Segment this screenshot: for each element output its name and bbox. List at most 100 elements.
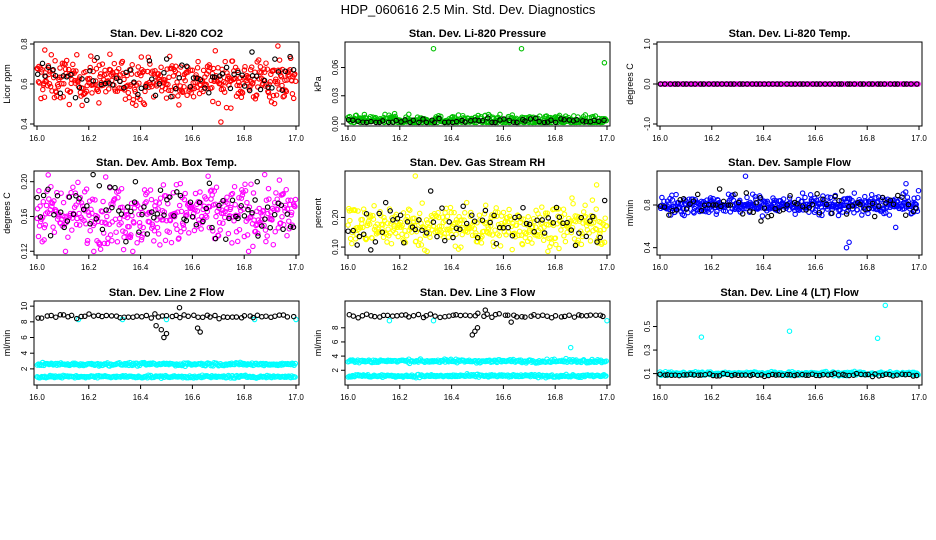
data-point (271, 100, 278, 107)
data-point (461, 217, 467, 223)
data-point (389, 313, 396, 319)
data-series (345, 355, 610, 367)
data-point (753, 199, 760, 206)
data-point (47, 232, 54, 239)
data-point (241, 213, 248, 219)
data-point (360, 206, 367, 212)
data-point (263, 313, 269, 319)
data-point (271, 211, 278, 218)
data-point (77, 194, 84, 201)
data-point (791, 372, 798, 379)
plot-frame (344, 41, 611, 127)
data-point (232, 201, 238, 208)
data-point (601, 60, 608, 66)
chart-panel: Stan. Dev. Gas Stream RH percent 16.0 16.2 1… (313, 157, 615, 272)
data-point (244, 79, 251, 86)
data-point (157, 242, 163, 248)
data-point (187, 83, 194, 90)
data-point (36, 188, 42, 194)
data-point (51, 212, 57, 218)
data-point (176, 75, 182, 81)
data-point (127, 67, 134, 73)
data-point (382, 199, 389, 206)
data-point (140, 224, 146, 231)
data-series (34, 316, 299, 381)
data-point (176, 102, 182, 108)
data-point (126, 223, 132, 230)
data-point (108, 313, 115, 319)
data-point (65, 234, 71, 240)
y-tick-label: 0.6 (20, 78, 29, 90)
data-point (148, 196, 155, 203)
data-point (558, 227, 564, 233)
data-point (355, 315, 361, 321)
data-point (697, 81, 704, 87)
data-point (65, 66, 72, 73)
data-point (267, 224, 273, 231)
data-point (105, 86, 112, 92)
data-point (506, 213, 513, 220)
data-point (479, 117, 486, 124)
data-point (778, 81, 784, 87)
data-point (400, 210, 407, 216)
data-point (149, 209, 155, 215)
data-point (87, 64, 93, 71)
data-point (138, 237, 145, 243)
data-point (90, 78, 96, 84)
plot-frame (33, 300, 300, 386)
data-point (212, 235, 219, 242)
x-tick-label: 16.6 (185, 393, 201, 402)
data-point (73, 221, 80, 228)
data-point (666, 212, 672, 218)
data-point (168, 93, 174, 100)
data-point (814, 191, 820, 197)
data-point (810, 198, 817, 204)
data-point (447, 204, 454, 211)
data-point (39, 67, 45, 73)
y-tick-label: 0.3 (643, 344, 652, 356)
data-point (239, 72, 245, 79)
data-point (472, 328, 478, 335)
data-point (289, 373, 295, 379)
data-point (245, 206, 251, 213)
data-point (899, 194, 905, 200)
data-point (553, 241, 559, 248)
data-point (915, 187, 922, 194)
data-point (261, 171, 268, 178)
data-point (474, 234, 481, 241)
data-point (260, 207, 267, 214)
data-point (223, 104, 230, 111)
data-point (401, 240, 407, 246)
data-point (248, 64, 255, 70)
data-point (186, 230, 192, 236)
data-point (40, 86, 46, 93)
data-point (111, 196, 118, 202)
data-point (355, 208, 361, 214)
data-point (60, 94, 66, 100)
data-point (137, 96, 143, 103)
data-point (574, 117, 580, 123)
data-point (40, 192, 47, 199)
data-point (128, 232, 134, 238)
data-point (103, 71, 109, 77)
data-point (161, 334, 167, 341)
data-point (882, 302, 889, 309)
x-tick-label: 16.0 (29, 263, 45, 272)
data-series (345, 188, 608, 253)
data-point (286, 218, 292, 224)
x-tick-label: 16.6 (185, 263, 201, 272)
data-point (758, 218, 764, 224)
data-point (387, 208, 393, 214)
data-point (680, 196, 687, 202)
data-point (825, 372, 831, 378)
data-point (457, 226, 463, 233)
data-point (87, 227, 93, 234)
data-point (601, 239, 608, 246)
data-point (72, 190, 79, 196)
data-point (134, 313, 140, 319)
data-point (883, 200, 889, 206)
data-point (509, 232, 516, 239)
data-point (48, 312, 54, 319)
data-point (207, 64, 213, 71)
data-point (106, 207, 112, 214)
